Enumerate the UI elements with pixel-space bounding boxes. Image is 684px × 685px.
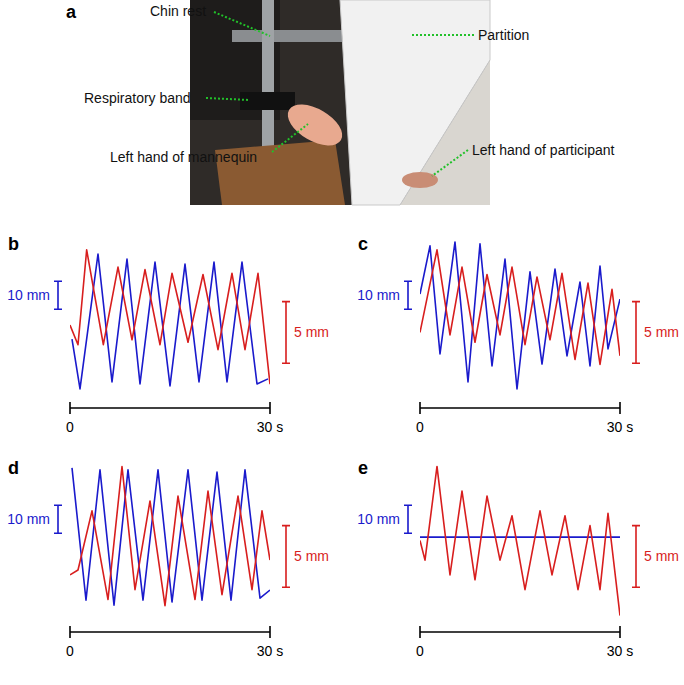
y2-scale-label: 5 mm: [644, 324, 679, 340]
x-axis: [70, 407, 270, 409]
annotation-line: [432, 150, 468, 176]
y-scale-bar: [404, 505, 412, 533]
chart-panel: d 10 mm 5 mm 0 30 s: [7, 458, 329, 659]
series-line: [420, 536, 620, 538]
x-tick-label: 30 s: [257, 419, 283, 435]
chart-panel: b 10 mm 5 mm 0 30 s: [7, 234, 329, 435]
x-tick: [619, 402, 621, 414]
plot-area: [420, 466, 620, 615]
series-line: [420, 466, 620, 615]
panel-label: e: [358, 458, 368, 478]
y-scale-label: 10 mm: [7, 511, 50, 527]
panel-label: d: [8, 458, 19, 478]
x-tick-label: 0: [416, 643, 424, 659]
x-axis: [420, 631, 620, 633]
chart-panel: c 10 mm 5 mm 0 30 s: [357, 234, 679, 435]
figure: a Chin rest Respiratory band Left hand of m…: [0, 0, 684, 685]
annotation-line: [410, 34, 474, 36]
x-tick: [619, 626, 621, 638]
y2-scale-label: 5 mm: [294, 324, 329, 340]
plot-area: [70, 466, 270, 605]
x-tick: [69, 626, 71, 638]
x-tick: [419, 626, 421, 638]
y-scale-label: 10 mm: [7, 287, 50, 303]
photo-background: [190, 0, 490, 205]
plot-area: [70, 250, 270, 389]
panel-label: c: [358, 234, 368, 254]
participant-hand: [402, 172, 438, 188]
series-line: [70, 466, 270, 605]
partition: [340, 0, 490, 205]
y2-scale-bar: [282, 526, 290, 588]
x-tick-label: 30 s: [257, 643, 283, 659]
panel-label: a: [66, 2, 77, 22]
series-line: [70, 250, 270, 384]
annotation-line: [214, 12, 270, 36]
plot-area: [420, 242, 620, 389]
y2-scale-label: 5 mm: [644, 548, 679, 564]
x-tick: [269, 626, 271, 638]
mannequin-hand: [281, 96, 349, 154]
x-tick-label: 0: [66, 419, 74, 435]
x-tick-label: 0: [416, 419, 424, 435]
annotation: Respiratory band: [84, 90, 191, 106]
y2-scale-label: 5 mm: [294, 548, 329, 564]
x-tick-label: 30 s: [607, 643, 633, 659]
series-line: [72, 254, 268, 389]
y2-scale-bar: [282, 302, 290, 364]
x-tick: [269, 402, 271, 414]
y-scale-bar: [54, 281, 62, 309]
annotation: Chin rest: [150, 3, 206, 19]
chin-rest: [232, 30, 342, 42]
y-scale-bar: [404, 281, 412, 309]
annotation: Left hand of mannequin: [110, 149, 257, 165]
y-scale-label: 10 mm: [357, 287, 400, 303]
series-line: [72, 468, 270, 605]
series-line: [420, 242, 620, 389]
photo-panel: a Chin rest Respiratory band Left hand of m…: [66, 0, 615, 205]
panel-label: b: [8, 234, 19, 254]
x-tick-label: 0: [66, 643, 74, 659]
y2-scale-bar: [632, 302, 640, 364]
y-scale-bar: [54, 505, 62, 533]
annotation-line: [272, 124, 308, 152]
x-tick: [69, 402, 71, 414]
annotation: Partition: [478, 27, 529, 43]
chart-panel: e 10 mm 5 mm 0 30 s: [357, 458, 679, 659]
x-tick: [419, 402, 421, 414]
x-axis: [70, 631, 270, 633]
series-line: [420, 250, 620, 365]
respiratory-band: [240, 92, 295, 110]
x-tick-label: 30 s: [607, 419, 633, 435]
annotation: Left hand of participant: [472, 142, 615, 158]
annotation-line: [206, 98, 250, 100]
y2-scale-bar: [632, 526, 640, 588]
y-scale-label: 10 mm: [357, 511, 400, 527]
chin-rest-pole: [262, 0, 274, 160]
x-axis: [420, 407, 620, 409]
